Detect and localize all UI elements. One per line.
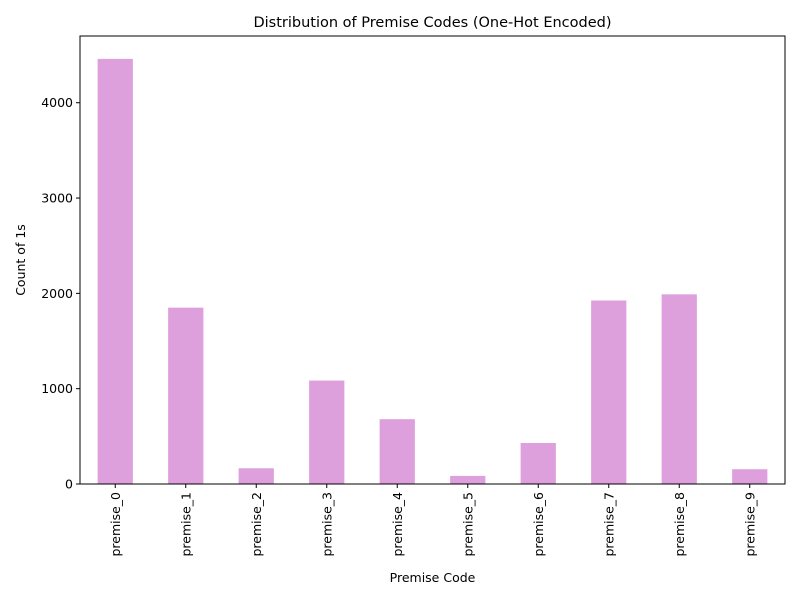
- bar-premise_4: [379, 419, 415, 484]
- bar-premise_6: [520, 443, 556, 484]
- x-tick-label: premise_1: [178, 492, 193, 557]
- y-tick-label: 1000: [41, 381, 73, 396]
- y-axis-ticks: 0 1000 2000 3000 4000: [41, 95, 80, 492]
- x-tick-label: premise_9: [742, 492, 757, 557]
- bars: [97, 58, 768, 485]
- bar-premise_1: [168, 307, 204, 484]
- x-tick-label: premise_2: [249, 492, 264, 557]
- bar-premise_7: [591, 300, 627, 484]
- x-tick-label: premise_0: [108, 492, 123, 557]
- y-axis-label: Count of 1s: [13, 224, 28, 296]
- bar-premise_8: [661, 294, 697, 484]
- plot-frame: [79, 35, 786, 485]
- x-tick-label: premise_7: [601, 492, 616, 557]
- y-tick-label: 4000: [41, 95, 73, 110]
- y-tick-label: 2000: [41, 286, 73, 301]
- x-axis-ticks: premise_0 premise_1 premise_2 premise_3 prem…: [108, 484, 757, 557]
- bar-premise_3: [309, 380, 345, 484]
- x-tick-label: premise_4: [390, 492, 405, 557]
- chart-title: Distribution of Premise Codes (One-Hot E…: [253, 15, 611, 31]
- x-tick-label: premise_8: [672, 492, 687, 557]
- x-tick-label: premise_5: [460, 492, 475, 557]
- y-tick-label: 0: [65, 477, 73, 492]
- bar-premise_2: [238, 468, 274, 484]
- x-tick-label: premise_6: [531, 492, 546, 557]
- x-tick-label: premise_3: [319, 492, 334, 557]
- bar-premise_5: [450, 475, 486, 484]
- bar-premise_0: [97, 58, 133, 485]
- x-axis-label: Premise Code: [390, 570, 476, 585]
- y-tick-label: 3000: [41, 191, 73, 206]
- bar-premise_9: [732, 469, 768, 484]
